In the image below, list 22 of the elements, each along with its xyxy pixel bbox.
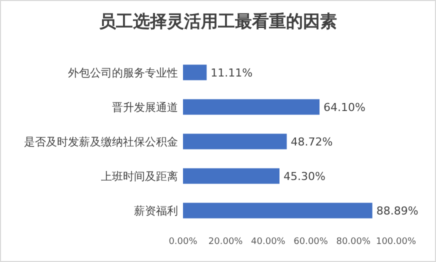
data-label: 11.11% xyxy=(210,66,253,80)
data-label: 88.89% xyxy=(376,204,418,218)
bar xyxy=(183,99,320,115)
y-tick-label: 薪资福利 xyxy=(134,204,178,218)
data-label: 64.10% xyxy=(324,100,366,114)
bar xyxy=(183,168,280,184)
x-tick-label: 0.00% xyxy=(168,237,198,247)
y-tick-label: 是否及时发薪及缴纳社保公积金 xyxy=(24,135,178,148)
x-tick-label: 20.00% xyxy=(208,237,244,247)
x-tick-label: 60.00% xyxy=(294,237,328,247)
x-tick-label: 40.00% xyxy=(251,237,286,247)
data-label: 45.30% xyxy=(283,170,326,183)
x-tick-label: 100.00% xyxy=(376,237,416,247)
data-label: 48.72% xyxy=(290,135,333,148)
x-tick-label: 80.00% xyxy=(336,237,371,247)
bar xyxy=(183,64,207,80)
y-tick-label: 晋升发展通道 xyxy=(112,100,178,114)
y-tick-label: 上班时间及距离 xyxy=(101,170,178,183)
chart-title: 员工选择灵活用工最看重的因素 xyxy=(99,12,337,32)
bar xyxy=(183,134,287,150)
bar xyxy=(183,202,372,218)
y-tick-label: 外包公司的服务专业性 xyxy=(68,66,178,80)
